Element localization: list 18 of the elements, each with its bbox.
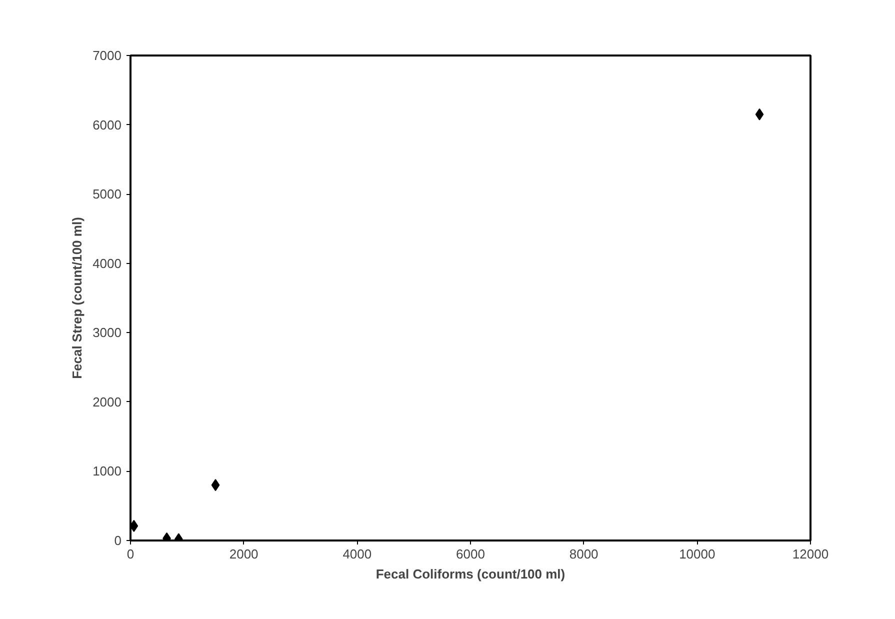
x-tick-label: 0 bbox=[126, 546, 134, 562]
x-tick-label: 8000 bbox=[569, 546, 598, 562]
y-tick-label: 1000 bbox=[92, 464, 122, 479]
x-tick-label: 10000 bbox=[679, 546, 716, 562]
x-tick-label: 2000 bbox=[229, 546, 258, 562]
y-tick-label: 0 bbox=[114, 533, 122, 548]
y-tick-label: 6000 bbox=[92, 117, 122, 132]
y-tick-label: 4000 bbox=[92, 256, 122, 271]
y-tick-label: 5000 bbox=[92, 186, 122, 202]
x-tick-label: 6000 bbox=[456, 546, 485, 562]
y-axis-title: Fecal Strep (count/100 ml) bbox=[70, 217, 85, 379]
point bbox=[755, 108, 764, 120]
y-tick-label: 2000 bbox=[92, 394, 122, 410]
y-tick-label: 7000 bbox=[92, 48, 122, 63]
x-tick-label: 12000 bbox=[792, 546, 829, 562]
y-tick-label: 3000 bbox=[92, 325, 122, 340]
x-tick-label: 4000 bbox=[342, 546, 372, 562]
x-axis-title: Fecal Coliforms (count/100 ml) bbox=[376, 566, 566, 582]
